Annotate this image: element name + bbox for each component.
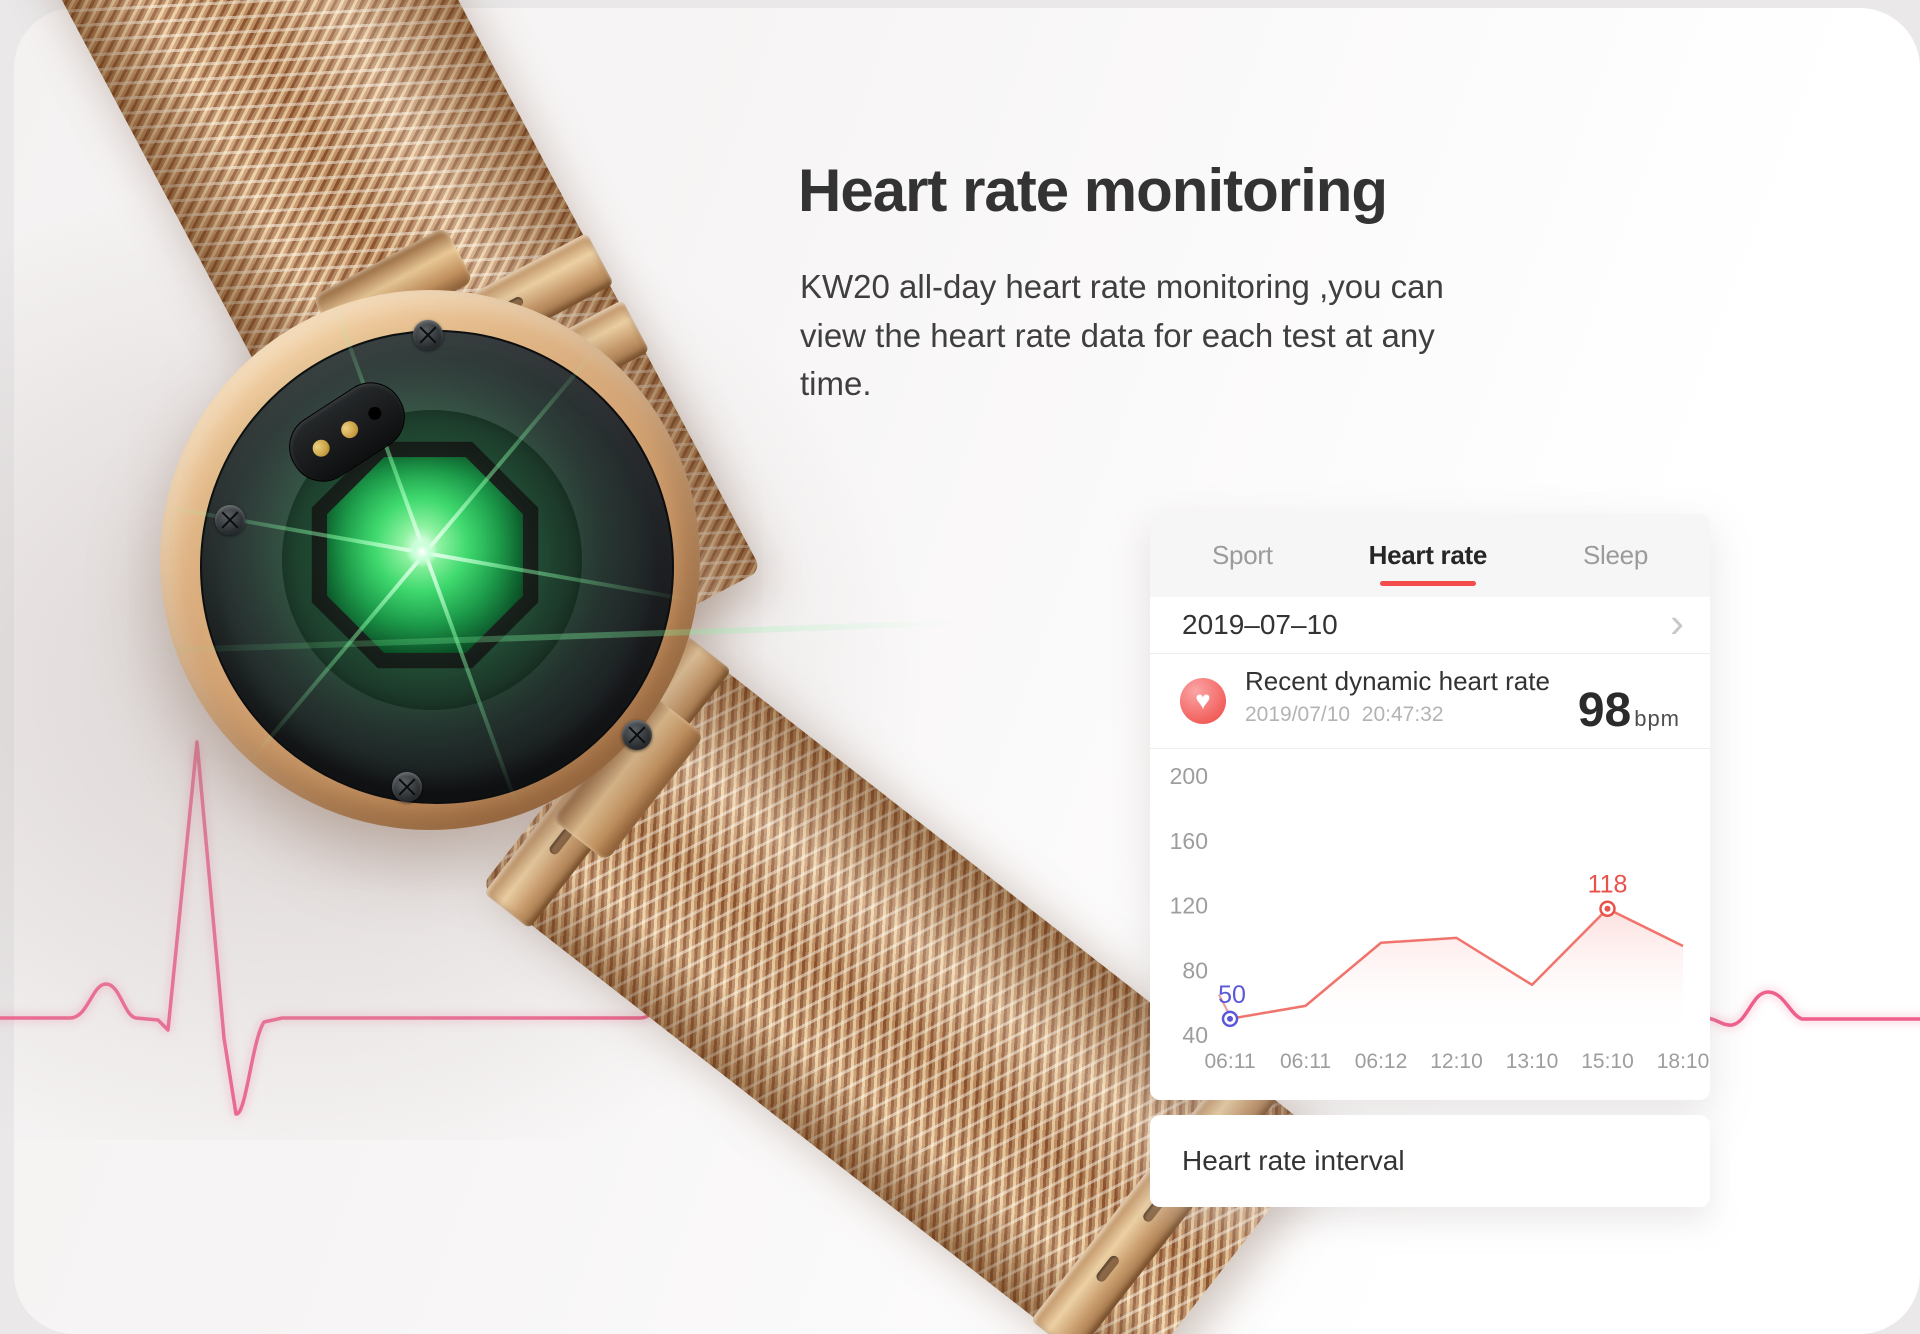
heart-rate-interval-row[interactable]: Heart rate interval (1150, 1115, 1710, 1207)
bpm-unit: bpm (1634, 706, 1680, 731)
svg-text:12:10: 12:10 (1430, 1050, 1483, 1073)
screw-icon (215, 505, 245, 535)
svg-text:80: 80 (1182, 957, 1208, 983)
svg-text:120: 120 (1170, 893, 1208, 919)
svg-text:118: 118 (1588, 871, 1628, 899)
charging-contact (337, 417, 362, 442)
svg-text:200: 200 (1170, 763, 1208, 789)
screw-icon (392, 772, 422, 802)
date-label: 2019–07–10 (1182, 609, 1338, 640)
tab-heart-rate[interactable]: Heart rate (1368, 540, 1488, 570)
heart-rate-app-card: Sport Heart rate Sleep 2019–07–10 › ♥ Rece… (1150, 514, 1710, 1100)
chevron-right-icon[interactable]: › (1670, 599, 1684, 647)
date-row[interactable]: 2019–07–10 › (1150, 597, 1710, 654)
svg-text:06:12: 06:12 (1355, 1050, 1408, 1073)
tab-sleep[interactable]: Sleep (1583, 540, 1648, 570)
charging-contact (309, 436, 333, 460)
bpm-value: 98 (1577, 684, 1632, 738)
light-flare-core (407, 537, 437, 567)
svg-text:50: 50 (1218, 981, 1246, 1009)
svg-text:40: 40 (1182, 1022, 1208, 1048)
tab-bar: Sport Heart rate Sleep (1150, 514, 1710, 597)
svg-text:18:10: 18:10 (1657, 1050, 1710, 1073)
page-description: KW20 all-day heart rate monitoring ,you … (800, 268, 1444, 402)
band-slot (1094, 1253, 1121, 1284)
charging-hole (365, 404, 384, 423)
heart-rate-reading-row[interactable]: ♥ Recent dynamic heart rate 2019/07/10 2… (1150, 654, 1710, 749)
reading-timestamp: 2019/07/10 20:47:32 (1245, 703, 1444, 726)
tab-sport[interactable]: Sport (1212, 540, 1273, 570)
reading-title: Recent dynamic heart rate (1245, 666, 1550, 696)
chart-area: 200 160 120 80 40 06:11 06:11 06:12 12:10 13:10 15… (1150, 749, 1710, 1100)
svg-text:160: 160 (1170, 828, 1208, 854)
screw-icon (413, 320, 443, 350)
page-title: Heart rate monitoring (798, 157, 1388, 225)
svg-text:06:11: 06:11 (1205, 1050, 1256, 1073)
svg-text:13:10: 13:10 (1506, 1050, 1559, 1073)
heart-icon: ♥ (1180, 678, 1226, 724)
reading-texts: Recent dynamic heart rate 2019/07/10 20:… (1245, 666, 1550, 727)
heart-glyph: ♥ (1195, 685, 1211, 715)
reading-value: 98 bpm (1577, 684, 1680, 738)
screw-icon (622, 720, 652, 750)
heart-rate-interval-label: Heart rate interval (1182, 1145, 1405, 1176)
svg-text:06:11: 06:11 (1280, 1050, 1331, 1073)
svg-text:15:10: 15:10 (1581, 1050, 1634, 1073)
